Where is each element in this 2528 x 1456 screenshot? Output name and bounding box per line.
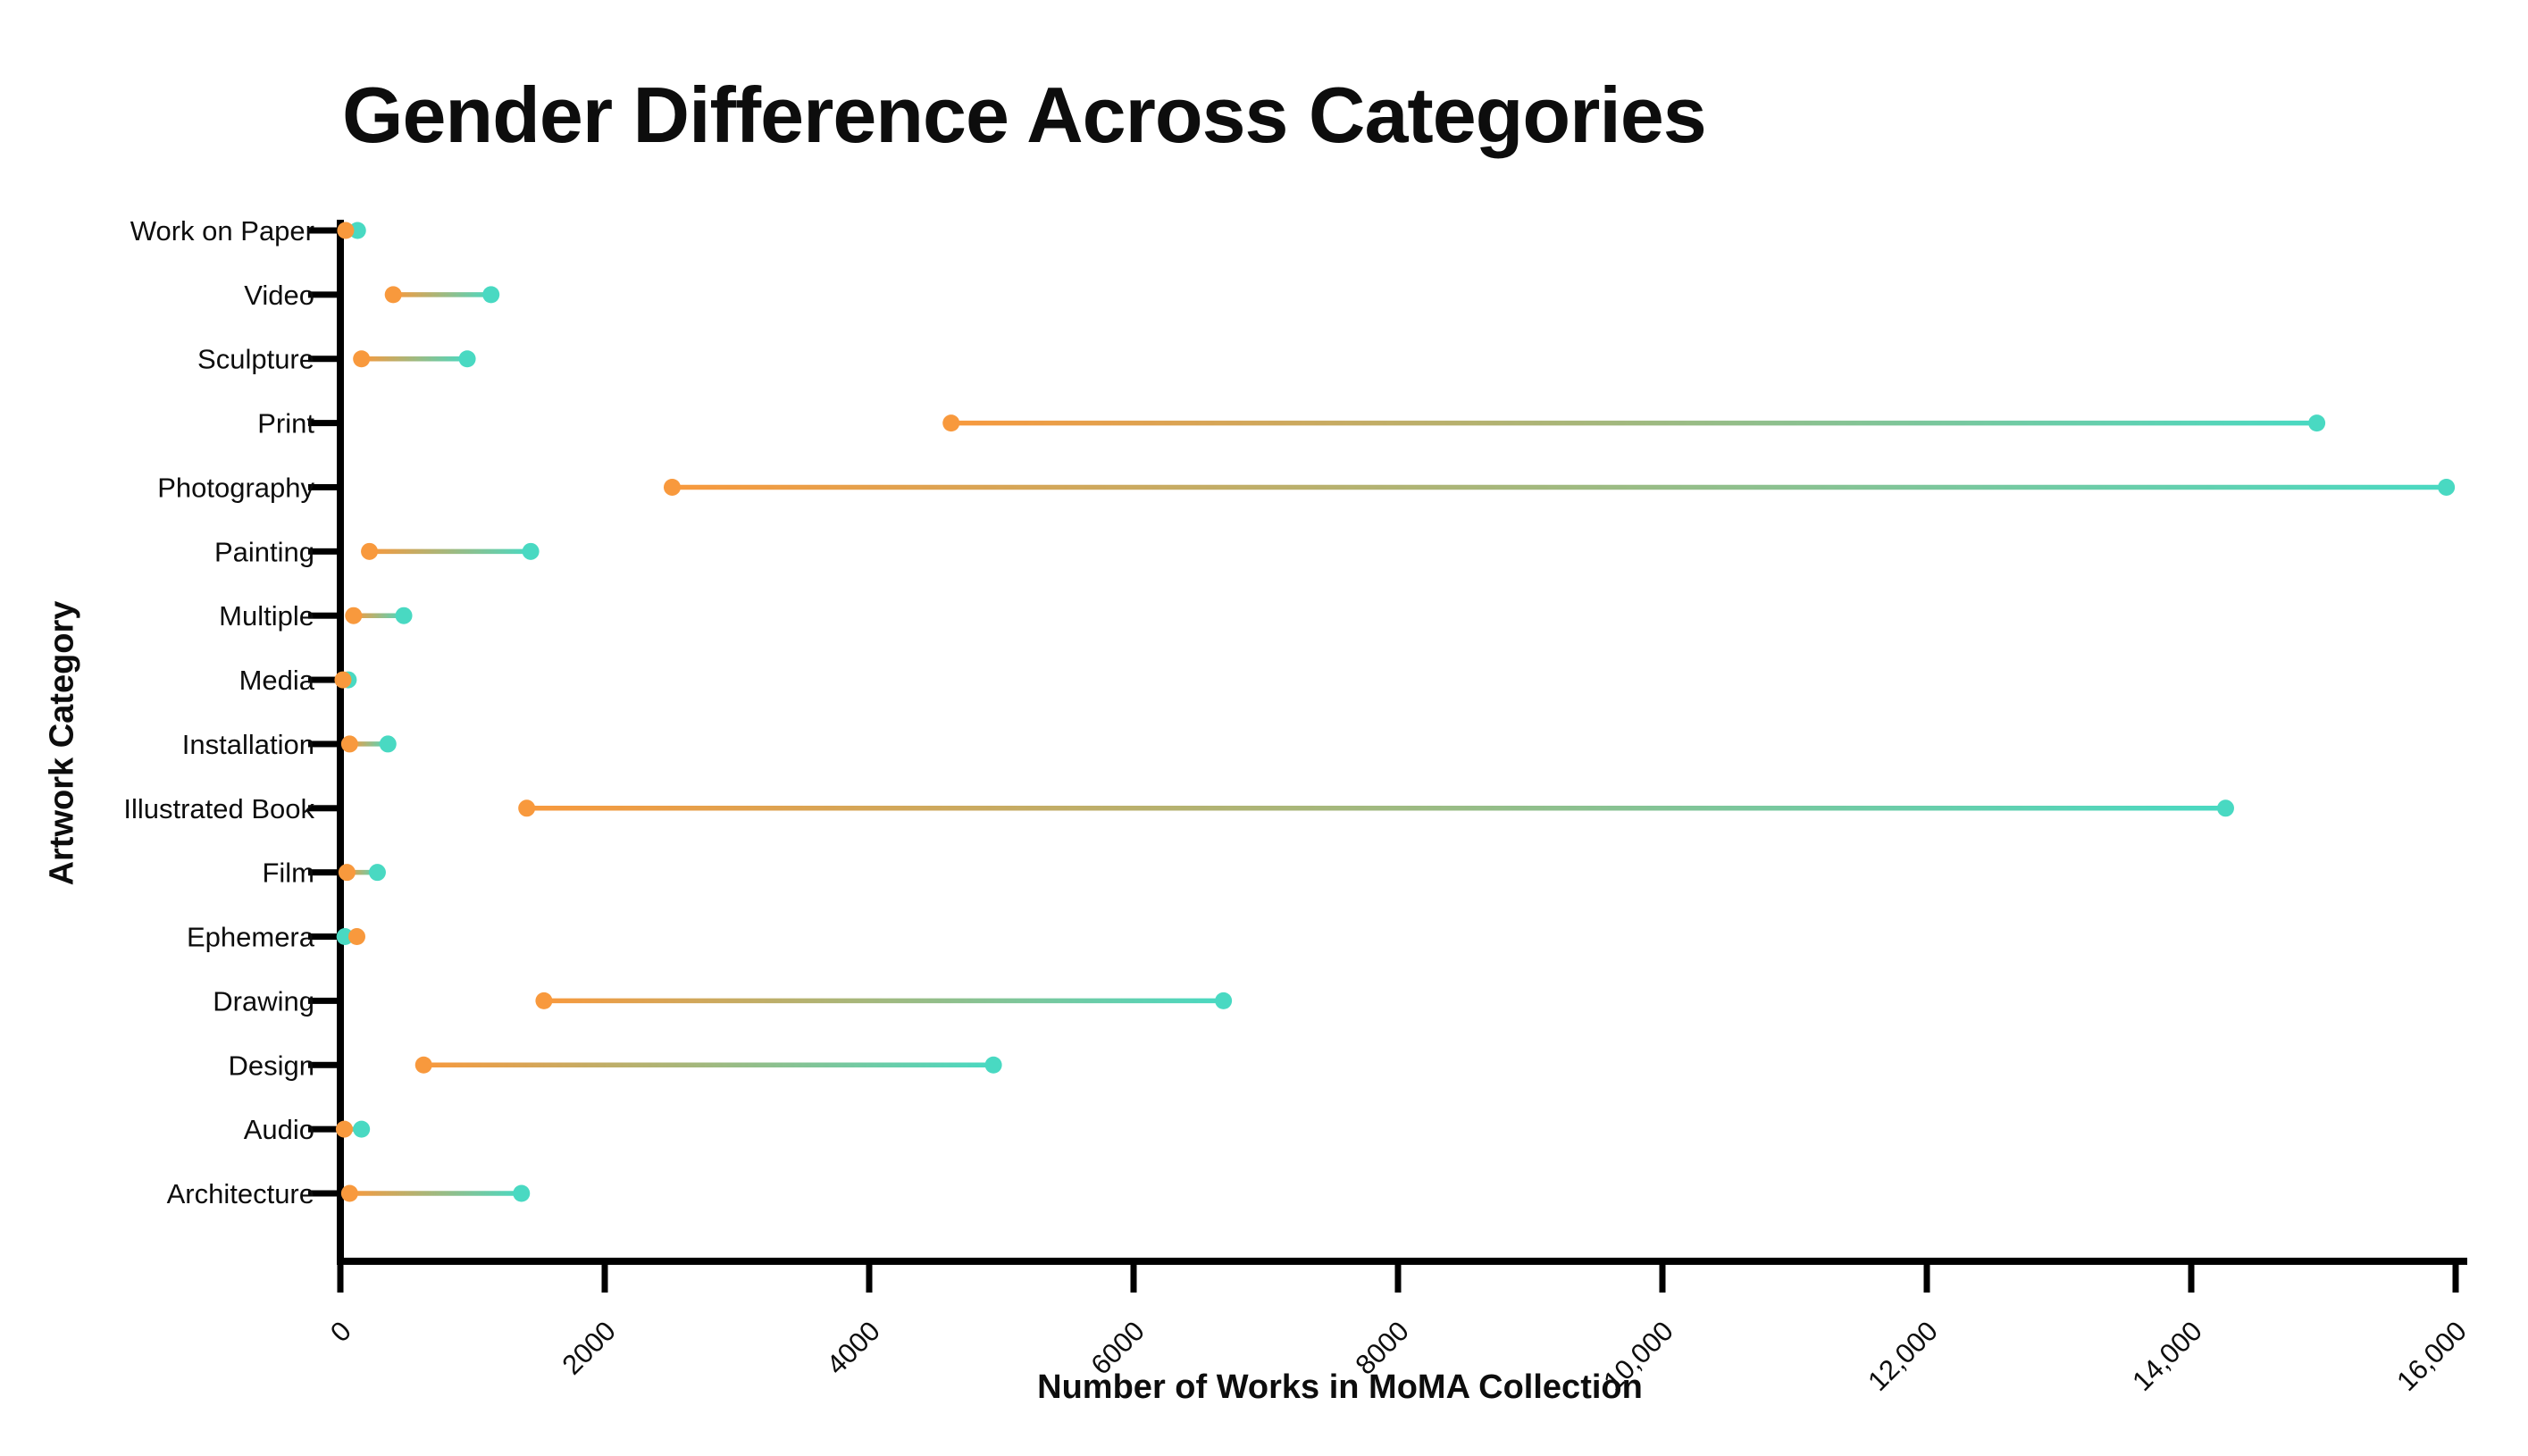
dot-teal [348,222,366,239]
category-label: Architecture [167,1178,314,1209]
y-tick-mark [308,1061,340,1068]
dot-teal [336,928,354,946]
dot-orange [335,1120,353,1138]
y-tick-mark [308,805,340,812]
x-tick-label: 16,000 [2390,1315,2473,1397]
x-tick-label: 2000 [556,1315,622,1381]
category-label: Video [244,280,314,311]
category-label: Sculpture [197,344,314,375]
y-tick-mark [308,933,340,941]
dot-orange [384,286,402,304]
dot-teal [984,1056,1002,1074]
y-tick-mark [308,676,340,683]
x-axis-title: Number of Works in MoMA Collection [1037,1368,1643,1406]
y-tick-mark [308,741,340,748]
y-tick-mark [308,997,340,1004]
dot-teal [513,1184,531,1202]
x-tick-label: 14,000 [2126,1315,2208,1397]
category-label: Photography [157,472,314,503]
category-label: Installation [182,729,314,760]
dot-orange [338,864,356,882]
dot-orange [353,350,371,368]
dot-teal [395,607,413,624]
dot-orange [334,671,352,689]
dot-teal [482,286,500,304]
x-tick-mark [337,1261,344,1293]
chart-title: Gender Difference Across Categories [342,71,1707,159]
category-label: Illustrated Book [123,793,314,824]
dot-orange [348,928,365,946]
x-tick-label: 0 [324,1315,357,1348]
dot-orange [340,735,358,753]
dot-teal [1215,992,1233,1009]
category-label: Multiple [219,600,314,632]
x-tick-label: 8000 [1349,1315,1415,1381]
y-tick-mark [308,483,340,490]
y-tick-mark [308,548,340,555]
x-tick-mark [601,1261,608,1293]
dot-orange [535,992,553,1009]
x-tick-mark [2188,1261,2195,1293]
dot-orange [414,1056,432,1074]
category-label: Ephemera [187,922,315,953]
dot-teal [2308,414,2326,432]
x-tick-label: 10,000 [1597,1315,1679,1397]
y-tick-mark [308,356,340,363]
dot-teal [368,864,386,882]
category-label: Audio [244,1114,314,1145]
x-tick-mark [1394,1261,1402,1293]
y-tick-mark [308,420,340,427]
x-axis-line [337,1258,2467,1265]
y-tick-mark [308,612,340,619]
x-tick-mark [1923,1261,1930,1293]
dot-teal [379,735,397,753]
dot-orange [361,542,379,560]
x-tick-mark [1130,1261,1137,1293]
y-tick-mark [308,1190,340,1197]
dot-teal [2438,478,2456,496]
dot-orange [337,222,355,239]
dot-orange [942,414,960,432]
x-tick-label: 4000 [820,1315,886,1381]
x-tick-mark [1659,1261,1666,1293]
category-label: Media [239,665,315,696]
y-tick-mark [308,1125,340,1133]
y-tick-mark [308,869,340,876]
x-tick-label: 12,000 [1862,1315,1944,1397]
x-tick-mark [866,1261,873,1293]
category-label: Drawing [213,985,314,1017]
category-label: Painting [214,536,314,567]
y-tick-mark [308,227,340,234]
dot-orange [340,1184,358,1202]
dot-teal [522,542,540,560]
category-label: Design [229,1050,315,1081]
category-label: Print [257,408,314,439]
dot-orange [518,799,536,817]
dot-teal [2216,799,2234,817]
category-label: Film [262,858,314,889]
x-tick-mark [2452,1261,2459,1293]
dot-teal [458,350,476,368]
x-tick-label: 6000 [1084,1315,1151,1381]
dot-orange [345,607,363,624]
y-tick-mark [308,291,340,298]
category-label: Work on Paper [130,215,314,247]
dot-orange [663,478,681,496]
dot-teal [353,1120,371,1138]
